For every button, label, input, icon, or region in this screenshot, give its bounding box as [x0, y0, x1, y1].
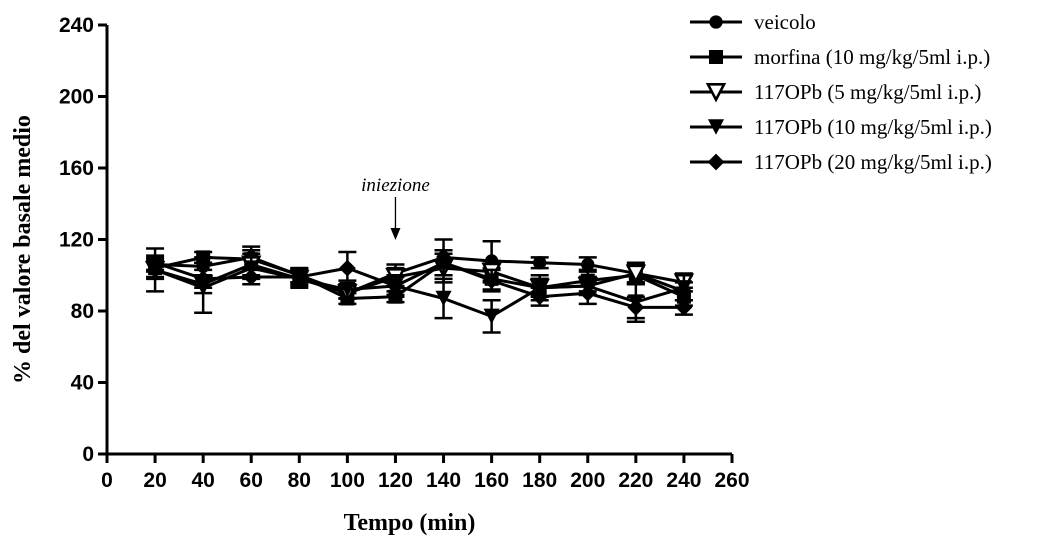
x-tick-label: 120	[378, 469, 413, 492]
legend-item-3: 117OPb (5 mg/kg/5ml i.p.)	[690, 80, 981, 104]
legend-label: morfina (10 mg/kg/5ml i.p.)	[754, 45, 990, 69]
data-point	[196, 250, 211, 265]
y-tick-label: 240	[59, 14, 94, 37]
x-tick-label: 180	[522, 469, 557, 492]
legend-marker	[709, 50, 723, 64]
y-tick-label: 0	[82, 443, 94, 466]
data-point	[146, 254, 164, 272]
legend-marker	[707, 153, 725, 171]
data-point	[290, 268, 308, 286]
series-line	[154, 262, 685, 295]
x-tick-label: 140	[426, 469, 461, 492]
legend-marker	[705, 83, 727, 103]
data-point	[675, 299, 693, 316]
series-line	[154, 266, 685, 319]
data-point	[387, 277, 404, 295]
x-tick-label: 20	[143, 469, 166, 492]
data-point	[338, 259, 356, 277]
y-tick-label: 200	[59, 86, 94, 109]
legend: veicolo morfina (10 mg/kg/5ml i.p.) 117OPb…	[690, 10, 992, 174]
legend-marker	[707, 119, 725, 135]
x-tick-label: 80	[288, 469, 311, 492]
x-tick-label: 220	[618, 469, 653, 492]
data-point	[194, 270, 212, 288]
x-tick-label: 240	[666, 469, 701, 492]
x-tick-label: 200	[570, 469, 605, 492]
legend-label: 117OPb (5 mg/kg/5ml i.p.)	[754, 80, 981, 104]
x-tick-label: 100	[330, 469, 365, 492]
data-point	[483, 308, 500, 325]
y-tick-label: 120	[59, 229, 94, 252]
x-tick-label: 60	[240, 469, 263, 492]
data-point	[579, 284, 597, 302]
y-tick-label: 160	[59, 157, 94, 180]
series-line	[154, 261, 684, 309]
data-point	[243, 260, 260, 276]
data-point	[531, 288, 549, 306]
data-point	[435, 290, 452, 307]
data-point	[483, 272, 501, 290]
x-tick-label: 0	[101, 469, 113, 492]
data-point	[435, 254, 452, 272]
legend-label: 117OPb (20 mg/kg/5ml i.p.)	[754, 150, 992, 174]
data-point	[627, 299, 645, 316]
series-layer	[144, 238, 695, 334]
y-axis-title: % del valore basale medio	[10, 115, 36, 384]
data-point	[625, 264, 647, 284]
y-tick-label: 80	[71, 300, 94, 323]
axes: 0 40 80 120 160 200 240 0 20 40 60 80 100 120 140 160 18…	[59, 14, 750, 492]
x-axis-title: Tempo (min)	[344, 510, 476, 536]
legend-label: veicolo	[754, 10, 816, 34]
x-tick-label: 40	[191, 469, 214, 492]
legend-marker	[709, 15, 723, 29]
data-point	[339, 281, 356, 298]
legend-label: 117OPb (10 mg/kg/5ml i.p.)	[754, 115, 992, 139]
x-tick-label: 160	[474, 469, 509, 492]
series-5	[146, 248, 693, 320]
legend-item-2: morfina (10 mg/kg/5ml i.p.)	[690, 45, 990, 69]
annotation-layer: iniezione	[361, 175, 430, 240]
legend-item-1: veicolo	[690, 10, 816, 34]
x-tick-label: 260	[714, 469, 749, 492]
legend-item-5: 117OPb (20 mg/kg/5ml i.p.)	[690, 150, 992, 174]
data-point	[242, 268, 260, 286]
data-point	[675, 280, 692, 296]
data-point	[533, 256, 547, 270]
legend-item-4: 117OPb (10 mg/kg/5ml i.p.)	[690, 115, 992, 139]
y-tick-label: 40	[71, 372, 94, 395]
annotation-label: iniezione	[361, 175, 430, 196]
data-point	[581, 257, 595, 272]
annotation-arrow-head	[390, 228, 401, 240]
